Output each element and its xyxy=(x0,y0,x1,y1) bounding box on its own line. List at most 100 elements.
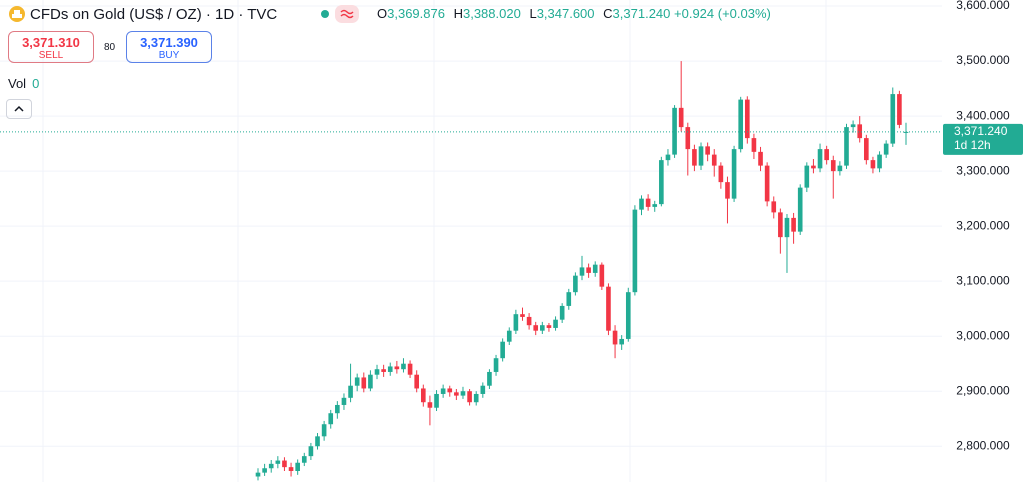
candle-body xyxy=(500,341,505,359)
low-key: L xyxy=(529,6,537,21)
candle-body xyxy=(268,463,274,469)
last-price-label: 3,371.240 xyxy=(954,124,1008,138)
buy-button[interactable]: 3,371.390 BUY xyxy=(126,31,212,63)
candle-body xyxy=(288,467,294,471)
candle-body xyxy=(480,385,486,394)
candle-body xyxy=(427,402,433,408)
candle-body xyxy=(315,436,320,447)
candle-body xyxy=(883,143,889,155)
candle-body xyxy=(652,204,658,207)
candle-body xyxy=(467,391,472,403)
candle-body xyxy=(573,275,578,293)
candle-body xyxy=(368,374,373,389)
buy-label: BUY xyxy=(158,50,180,61)
volume-label: Vol xyxy=(8,76,27,91)
candle-body xyxy=(341,397,347,405)
candle-body xyxy=(348,385,353,398)
candle-body xyxy=(685,127,691,150)
candle-body xyxy=(434,393,439,408)
candle-body xyxy=(771,201,777,213)
candle-body xyxy=(407,363,413,375)
candle-body xyxy=(321,424,327,437)
sell-label: SELL xyxy=(38,50,64,61)
candle-body xyxy=(493,358,499,372)
candle-body xyxy=(533,325,539,331)
high-value: 3,388.020 xyxy=(462,6,521,21)
candle-body xyxy=(387,366,393,372)
y-tick-label: 2,900.000 xyxy=(956,383,1010,397)
candle-body xyxy=(625,292,631,339)
candle-body xyxy=(520,314,525,317)
spread: 80 xyxy=(104,42,116,53)
candle-body xyxy=(295,462,300,471)
sell-button[interactable]: 3,371.310 SELL xyxy=(8,31,94,63)
candle-body xyxy=(460,391,466,396)
candle-body xyxy=(811,165,816,169)
last-price-box xyxy=(943,123,1023,155)
candle-body xyxy=(797,187,803,232)
low-value: 3,347.600 xyxy=(536,6,595,21)
symbol-title[interactable]: CFDs on Gold (US$ / OZ) · 1D · TVC xyxy=(30,5,278,23)
sell-price: 3,371.310 xyxy=(22,35,80,50)
candle-body xyxy=(420,388,426,403)
candle-body xyxy=(361,377,367,389)
candle-body xyxy=(645,198,651,207)
candle-body xyxy=(665,154,671,161)
price-axis-bg xyxy=(942,0,1024,482)
candle-body xyxy=(764,165,770,202)
y-tick-label: 3,400.000 xyxy=(956,108,1010,122)
candle-body xyxy=(540,325,545,331)
close-key: C xyxy=(603,6,613,21)
change-value: +0.924 (+0.03%) xyxy=(674,6,771,21)
candle-body xyxy=(473,393,479,403)
candle-body xyxy=(857,124,863,139)
ohlc-legend: O3,369.876 H3,388.020 L3,347.600 C3,371.… xyxy=(372,6,771,21)
y-tick-label: 3,200.000 xyxy=(956,218,1010,232)
candle-body xyxy=(275,460,281,464)
volume-value: 0 xyxy=(32,76,40,91)
candle-body xyxy=(877,154,882,169)
candle-body xyxy=(897,94,902,125)
candle-body xyxy=(791,217,796,232)
candle-body xyxy=(778,212,783,238)
candle-body xyxy=(632,209,638,293)
candle-body xyxy=(546,325,552,328)
candle-body xyxy=(725,182,730,199)
candle-body xyxy=(744,99,750,139)
candle-body xyxy=(447,388,453,393)
candle-body xyxy=(870,160,876,169)
candle-body xyxy=(513,314,519,331)
y-tick-label: 3,300.000 xyxy=(956,163,1010,177)
candle-body xyxy=(308,446,314,457)
candle-body xyxy=(830,160,836,172)
candle-body xyxy=(692,149,697,166)
collapse-button[interactable] xyxy=(6,99,32,119)
candle-body xyxy=(255,472,261,477)
symbol-header: CFDs on Gold (US$ / OZ) · 1D · TVC xyxy=(8,4,359,24)
candle-body xyxy=(606,286,611,331)
candle-body xyxy=(804,165,810,188)
candle-body xyxy=(454,392,459,396)
candle-body xyxy=(751,138,757,152)
volume-legend: Vol 0 xyxy=(8,76,39,91)
candle-body xyxy=(672,107,677,155)
gold-icon xyxy=(9,6,25,22)
candle-body xyxy=(738,99,744,150)
candle-body xyxy=(440,388,446,394)
candle-body xyxy=(566,292,572,306)
candle-body xyxy=(354,377,360,386)
candle-body xyxy=(282,460,287,468)
y-tick-label: 3,500.000 xyxy=(956,53,1010,67)
candle-body xyxy=(612,330,618,345)
candle-body xyxy=(301,456,307,463)
candle-body xyxy=(526,316,532,326)
candle-body xyxy=(592,264,598,273)
candle-body xyxy=(619,338,624,345)
close-value: 3,371.240 xyxy=(612,6,671,21)
candle-body xyxy=(844,127,849,166)
candle-body xyxy=(394,366,400,370)
y-tick-label: 3,100.000 xyxy=(956,273,1010,287)
